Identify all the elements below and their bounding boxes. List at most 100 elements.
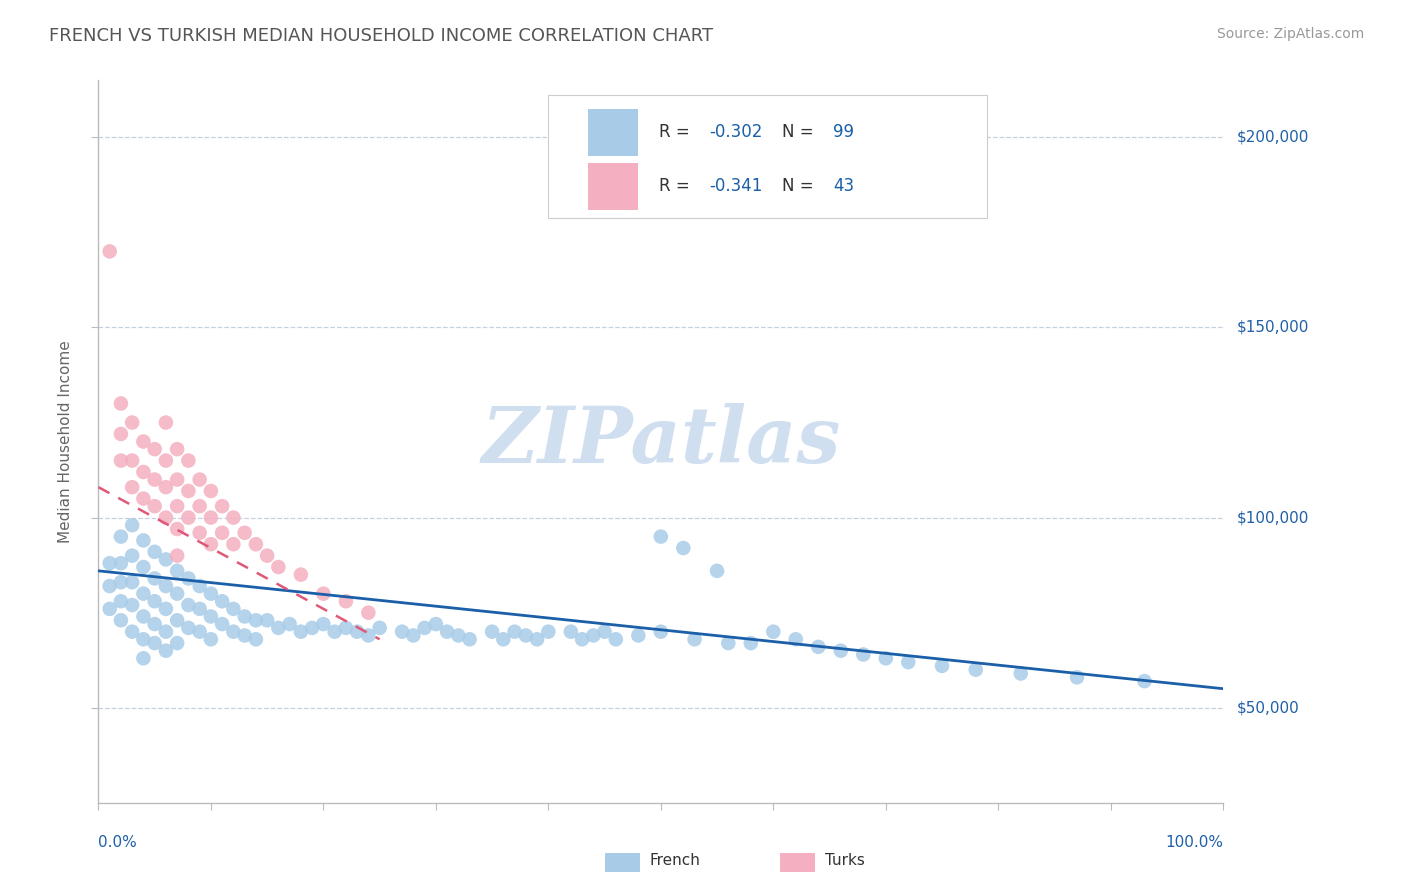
Point — [132, 491, 155, 506]
Text: Source: ZipAtlas.com: Source: ZipAtlas.com — [1216, 27, 1364, 41]
Point — [323, 624, 346, 639]
Point — [391, 624, 413, 639]
Bar — [588, 109, 638, 156]
FancyBboxPatch shape — [548, 95, 987, 218]
Point — [222, 624, 245, 639]
Point — [256, 549, 278, 563]
Point — [571, 632, 593, 647]
Point — [143, 473, 166, 487]
Point — [301, 621, 323, 635]
Point — [110, 530, 132, 544]
Point — [177, 510, 200, 524]
Text: -0.302: -0.302 — [709, 123, 762, 141]
Point — [155, 643, 177, 657]
Point — [132, 651, 155, 665]
Point — [166, 549, 188, 563]
Point — [200, 537, 222, 551]
Point — [965, 663, 987, 677]
Point — [402, 628, 425, 642]
Point — [357, 606, 380, 620]
Point — [200, 587, 222, 601]
Point — [132, 434, 155, 449]
Point — [222, 510, 245, 524]
Point — [211, 617, 233, 632]
Point — [166, 442, 188, 457]
Point — [413, 621, 436, 635]
Point — [560, 624, 582, 639]
Point — [166, 587, 188, 601]
Point — [110, 594, 132, 608]
Point — [312, 617, 335, 632]
Point — [143, 617, 166, 632]
Text: 0.0%: 0.0% — [98, 835, 138, 850]
Point — [177, 621, 200, 635]
Point — [481, 624, 503, 639]
Point — [1133, 674, 1156, 689]
Point — [368, 621, 391, 635]
Point — [346, 624, 368, 639]
Point — [166, 499, 188, 513]
Point — [582, 628, 605, 642]
Point — [177, 571, 200, 585]
Point — [605, 632, 627, 647]
Point — [98, 244, 121, 259]
Point — [290, 624, 312, 639]
Point — [492, 632, 515, 647]
Point — [706, 564, 728, 578]
Text: N =: N = — [782, 178, 820, 195]
Point — [188, 499, 211, 513]
Point — [593, 624, 616, 639]
Point — [188, 579, 211, 593]
Bar — [588, 163, 638, 210]
Point — [121, 518, 143, 533]
Point — [447, 628, 470, 642]
Point — [188, 624, 211, 639]
Point — [222, 602, 245, 616]
Point — [155, 602, 177, 616]
Point — [155, 453, 177, 467]
Point — [166, 522, 188, 536]
Point — [650, 624, 672, 639]
Point — [897, 655, 920, 669]
Point — [245, 613, 267, 627]
Point — [143, 636, 166, 650]
Point — [233, 525, 256, 540]
Point — [110, 575, 132, 590]
Point — [132, 465, 155, 479]
Point — [211, 525, 233, 540]
Text: $100,000: $100,000 — [1237, 510, 1309, 525]
Point — [166, 636, 188, 650]
Text: N =: N = — [782, 123, 820, 141]
Point — [278, 617, 301, 632]
Point — [312, 587, 335, 601]
Point — [132, 632, 155, 647]
Point — [121, 453, 143, 467]
Point — [200, 510, 222, 524]
Point — [200, 483, 222, 498]
Point — [717, 636, 740, 650]
Point — [166, 613, 188, 627]
Point — [177, 483, 200, 498]
Point — [155, 416, 177, 430]
Point — [740, 636, 762, 650]
Text: $50,000: $50,000 — [1237, 700, 1301, 715]
Point — [211, 594, 233, 608]
Point — [200, 632, 222, 647]
Point — [98, 579, 121, 593]
Point — [830, 643, 852, 657]
Point — [233, 628, 256, 642]
Y-axis label: Median Household Income: Median Household Income — [58, 340, 73, 543]
Text: Turks: Turks — [825, 854, 865, 868]
Text: R =: R = — [658, 178, 695, 195]
Text: -0.341: -0.341 — [709, 178, 762, 195]
Text: 43: 43 — [832, 178, 853, 195]
Point — [110, 613, 132, 627]
Point — [672, 541, 695, 555]
Point — [931, 659, 953, 673]
Point — [267, 621, 290, 635]
Point — [222, 537, 245, 551]
Point — [143, 545, 166, 559]
Point — [650, 530, 672, 544]
Point — [188, 473, 211, 487]
Point — [503, 624, 526, 639]
